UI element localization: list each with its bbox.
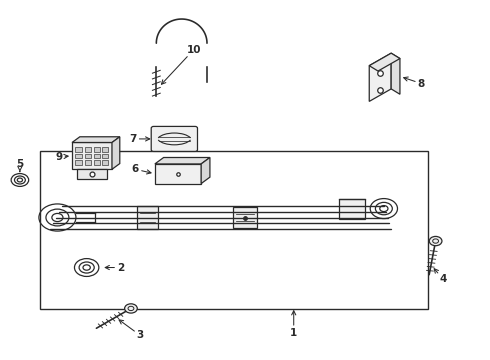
Polygon shape bbox=[72, 137, 120, 143]
Text: 1: 1 bbox=[290, 311, 297, 338]
Bar bbox=[72, 143, 112, 169]
Bar bbox=[94, 154, 100, 158]
Bar bbox=[94, 160, 100, 165]
Bar bbox=[75, 148, 82, 152]
Bar bbox=[40, 152, 428, 309]
Bar bbox=[75, 154, 82, 158]
Bar bbox=[85, 148, 91, 152]
Bar bbox=[94, 148, 100, 152]
Bar bbox=[85, 160, 91, 165]
Circle shape bbox=[124, 304, 137, 313]
Bar bbox=[155, 164, 201, 184]
Polygon shape bbox=[391, 53, 400, 94]
Bar bbox=[75, 160, 82, 165]
Bar bbox=[233, 207, 257, 228]
Polygon shape bbox=[155, 157, 210, 164]
Bar bbox=[102, 148, 108, 152]
Text: 2: 2 bbox=[105, 262, 124, 273]
Text: 10: 10 bbox=[162, 45, 201, 84]
Bar bbox=[77, 168, 107, 179]
Text: 5: 5 bbox=[16, 159, 24, 172]
Text: 3: 3 bbox=[119, 320, 144, 341]
Text: 6: 6 bbox=[132, 164, 151, 174]
Bar bbox=[137, 206, 158, 229]
Polygon shape bbox=[112, 137, 120, 169]
Text: 4: 4 bbox=[434, 269, 447, 284]
Polygon shape bbox=[369, 53, 400, 71]
Bar bbox=[102, 160, 108, 165]
Text: 7: 7 bbox=[129, 134, 150, 144]
Polygon shape bbox=[201, 157, 210, 184]
Circle shape bbox=[429, 237, 442, 246]
Bar bbox=[85, 154, 91, 158]
Text: 8: 8 bbox=[404, 77, 425, 89]
Bar bbox=[339, 199, 366, 219]
Polygon shape bbox=[369, 53, 391, 102]
Bar bbox=[102, 154, 108, 158]
FancyBboxPatch shape bbox=[151, 126, 197, 152]
Text: 9: 9 bbox=[55, 152, 68, 162]
